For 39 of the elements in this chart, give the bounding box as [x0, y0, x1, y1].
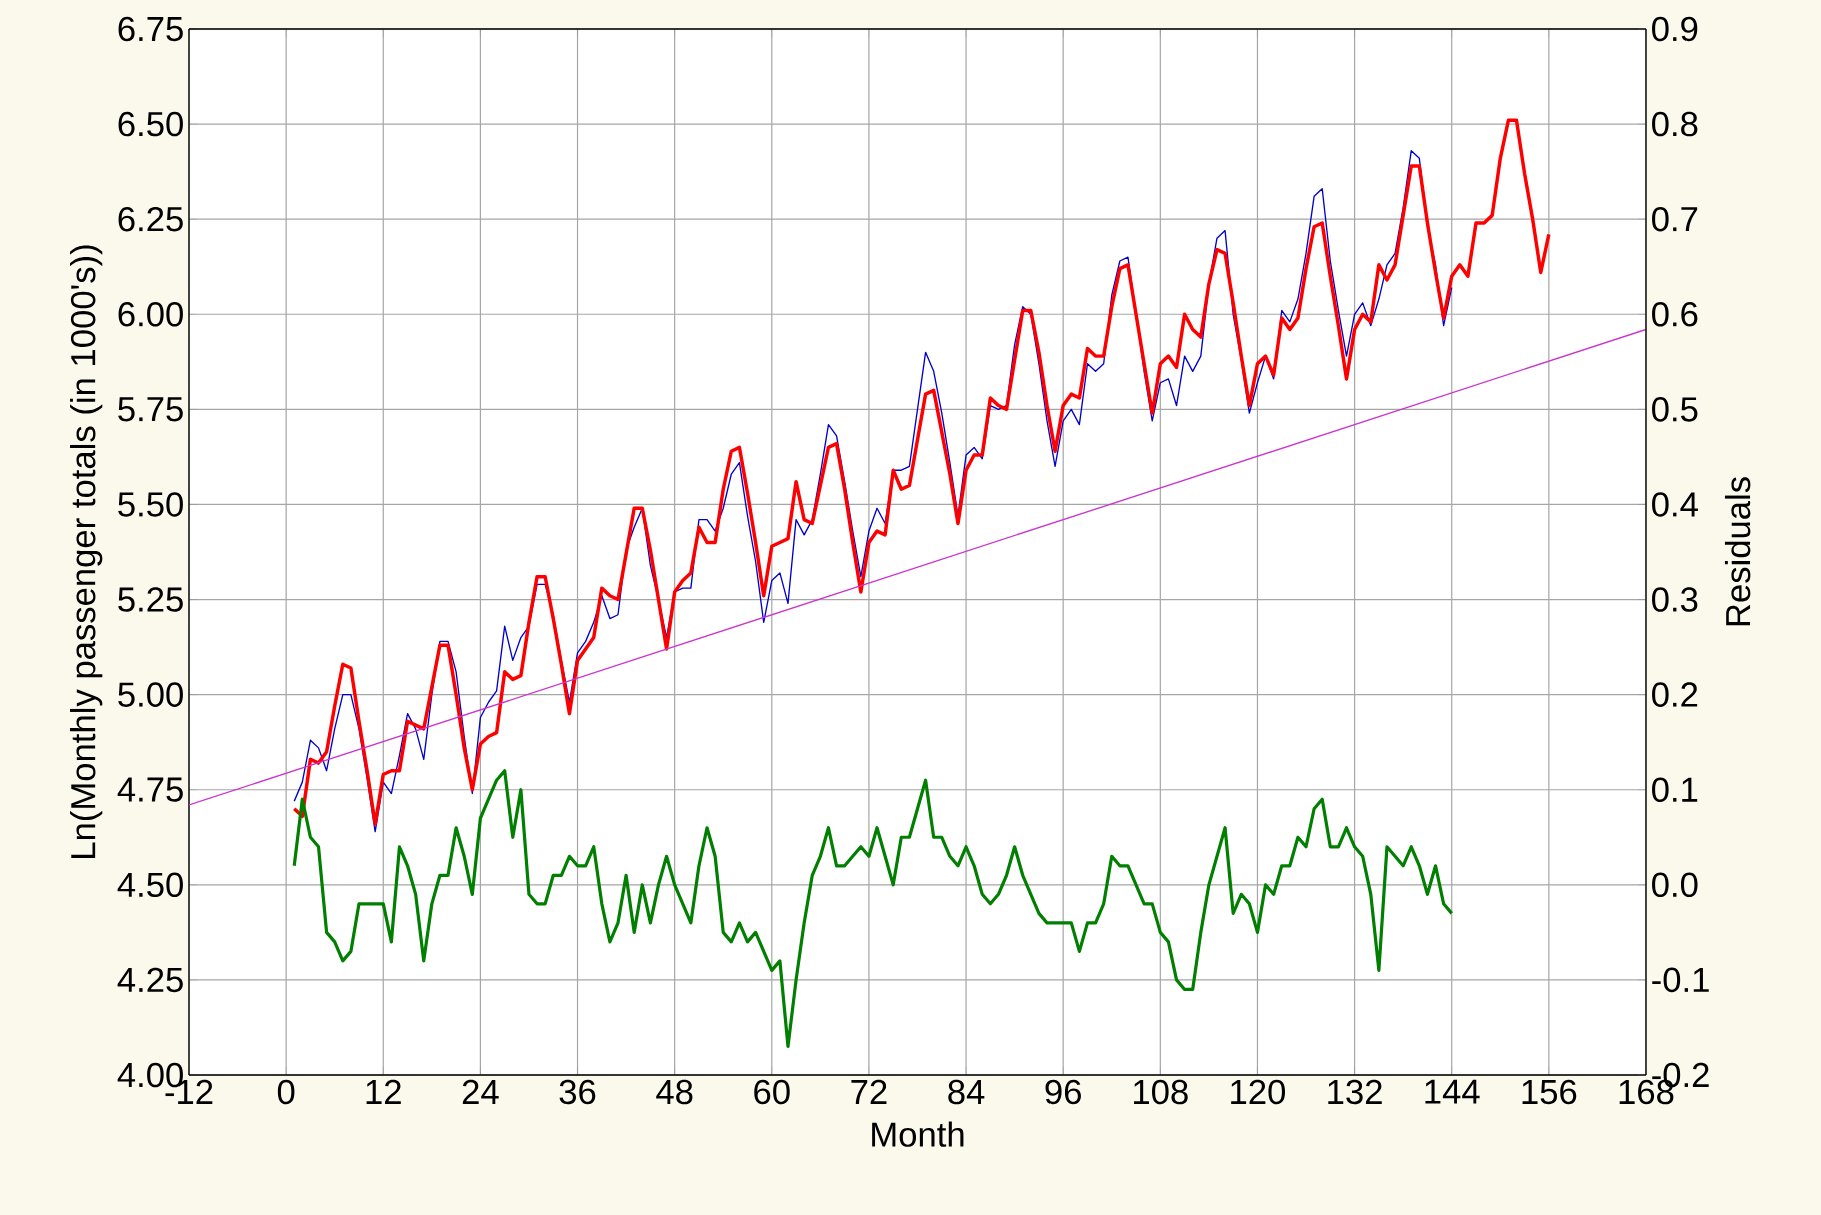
y2-tick-label: 0.4	[1652, 492, 1698, 517]
y-tick-label: 6.25	[118, 206, 183, 232]
y-tick-label: 6.50	[118, 111, 183, 137]
x-tick-label: 132	[1328, 1079, 1382, 1105]
y-tick-label: 5.00	[118, 682, 183, 707]
x-tick-label: 96	[1045, 1079, 1081, 1105]
x-tick-label: 120	[1231, 1079, 1286, 1105]
y2-tick-label: 0.3	[1652, 587, 1698, 612]
y2-tick-label: 0.0	[1652, 872, 1698, 898]
x-axis-title: Month	[872, 1121, 964, 1147]
x-tick-label: 48	[656, 1079, 693, 1105]
y-tick-label: 6.00	[118, 301, 183, 327]
y-tick-label: 6.75	[118, 16, 183, 42]
y-axis-title: Ln(Monthly passenger totals (in 1000's))	[70, 245, 103, 858]
x-tick-label: 144	[1425, 1079, 1480, 1104]
x-tick-label: 60	[754, 1079, 790, 1105]
y2-tick-label: 0.2	[1652, 682, 1698, 707]
y2-tick-label: 0.5	[1652, 397, 1698, 422]
x-tick-label: 12	[366, 1079, 401, 1104]
y-tick-label: 5.25	[118, 587, 183, 612]
y-tick-label: 5.50	[118, 492, 183, 517]
y-tick-label: 4.25	[117, 967, 183, 993]
y2-tick-label: -0.1	[1652, 967, 1709, 993]
y-tick-label: 4.50	[117, 872, 183, 898]
x-tick-label: 84	[948, 1079, 985, 1105]
x-tick-label: 108	[1134, 1079, 1188, 1105]
y2-tick-label: 0.8	[1652, 111, 1698, 137]
y-tick-label: 5.75	[118, 397, 183, 422]
x-tick-label: 0	[277, 1079, 295, 1105]
y2-tick-label: 0.7	[1652, 206, 1698, 232]
y2-tick-label: 0.6	[1652, 301, 1698, 327]
x-tick-label: 24	[462, 1079, 499, 1104]
x-tick-label: 156	[1522, 1079, 1577, 1105]
y-tick-label: 4.75	[117, 777, 183, 802]
y2-tick-label: 0.1	[1652, 777, 1698, 802]
y2-axis-title: Residuals	[1724, 477, 1751, 626]
x-tick-label: 72	[851, 1079, 887, 1104]
y2-tick-label: 0.9	[1652, 16, 1698, 42]
x-tick-label: 36	[559, 1079, 596, 1105]
